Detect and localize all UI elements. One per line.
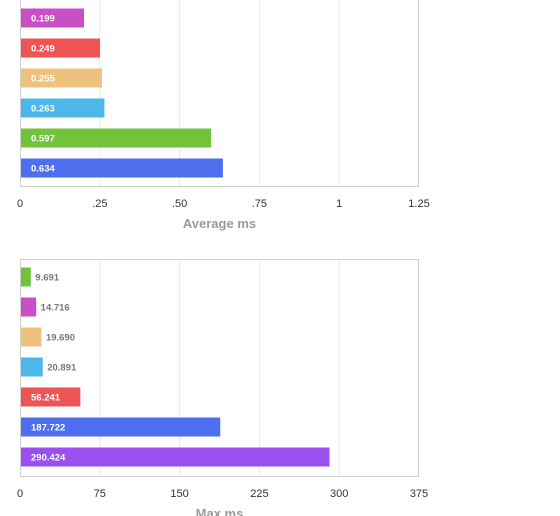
tick-label: 300 (330, 488, 348, 500)
tick-label: 1 (336, 198, 342, 210)
bar (20, 327, 42, 347)
bar-label: 0.634 (31, 164, 55, 175)
bar-label: 0.263 (31, 104, 55, 115)
bar-label: 14.716 (41, 303, 70, 314)
bar (20, 267, 31, 287)
tick-label: 1.25 (408, 198, 429, 210)
tick-label: 0 (17, 198, 23, 210)
bar (20, 297, 37, 317)
bar (20, 38, 100, 58)
bar-label: 0.199 (31, 14, 55, 25)
bar (20, 158, 223, 178)
plot-frame (20, 259, 419, 477)
bar-label: 19.690 (46, 333, 75, 344)
bar-label: 0.255 (31, 74, 55, 85)
tick-label: .75 (252, 198, 267, 210)
chart-1: 0.199 0.249 0.255 0.263 0.597 0.634 0 .25 .50 .75… (17, 0, 430, 231)
plot-frame (20, 0, 419, 187)
bar-label: 0.597 (31, 134, 55, 145)
plot-area (20, 0, 419, 187)
bar-label: 56.241 (31, 393, 61, 404)
bar-label: 9.691 (35, 273, 59, 284)
bar (20, 447, 330, 467)
tick-label: 375 (410, 488, 428, 500)
bar (20, 357, 43, 377)
tick-label: 0 (17, 488, 23, 500)
bar (20, 98, 105, 118)
bar (20, 128, 212, 148)
bar-label: 20.891 (47, 363, 77, 374)
tick-label: .50 (172, 198, 187, 210)
bar (20, 417, 221, 437)
tick-label: .25 (92, 198, 107, 210)
tick-label: 75 (94, 488, 106, 500)
bar (20, 8, 85, 28)
tick-label: 225 (250, 488, 268, 500)
chart-2: 9.691 14.716 19.690 20.891 56.241 187.722 290.… (17, 259, 428, 516)
bar-label: 0.249 (31, 44, 55, 55)
plot-area (20, 259, 419, 477)
bar (20, 68, 102, 88)
bar (20, 387, 81, 407)
bar-label: 187.722 (31, 423, 65, 434)
axis-title: Average ms (183, 216, 256, 231)
tick-label: 150 (170, 488, 188, 500)
bar-label: 290.424 (31, 453, 66, 464)
axis-title: Max ms (196, 506, 244, 516)
